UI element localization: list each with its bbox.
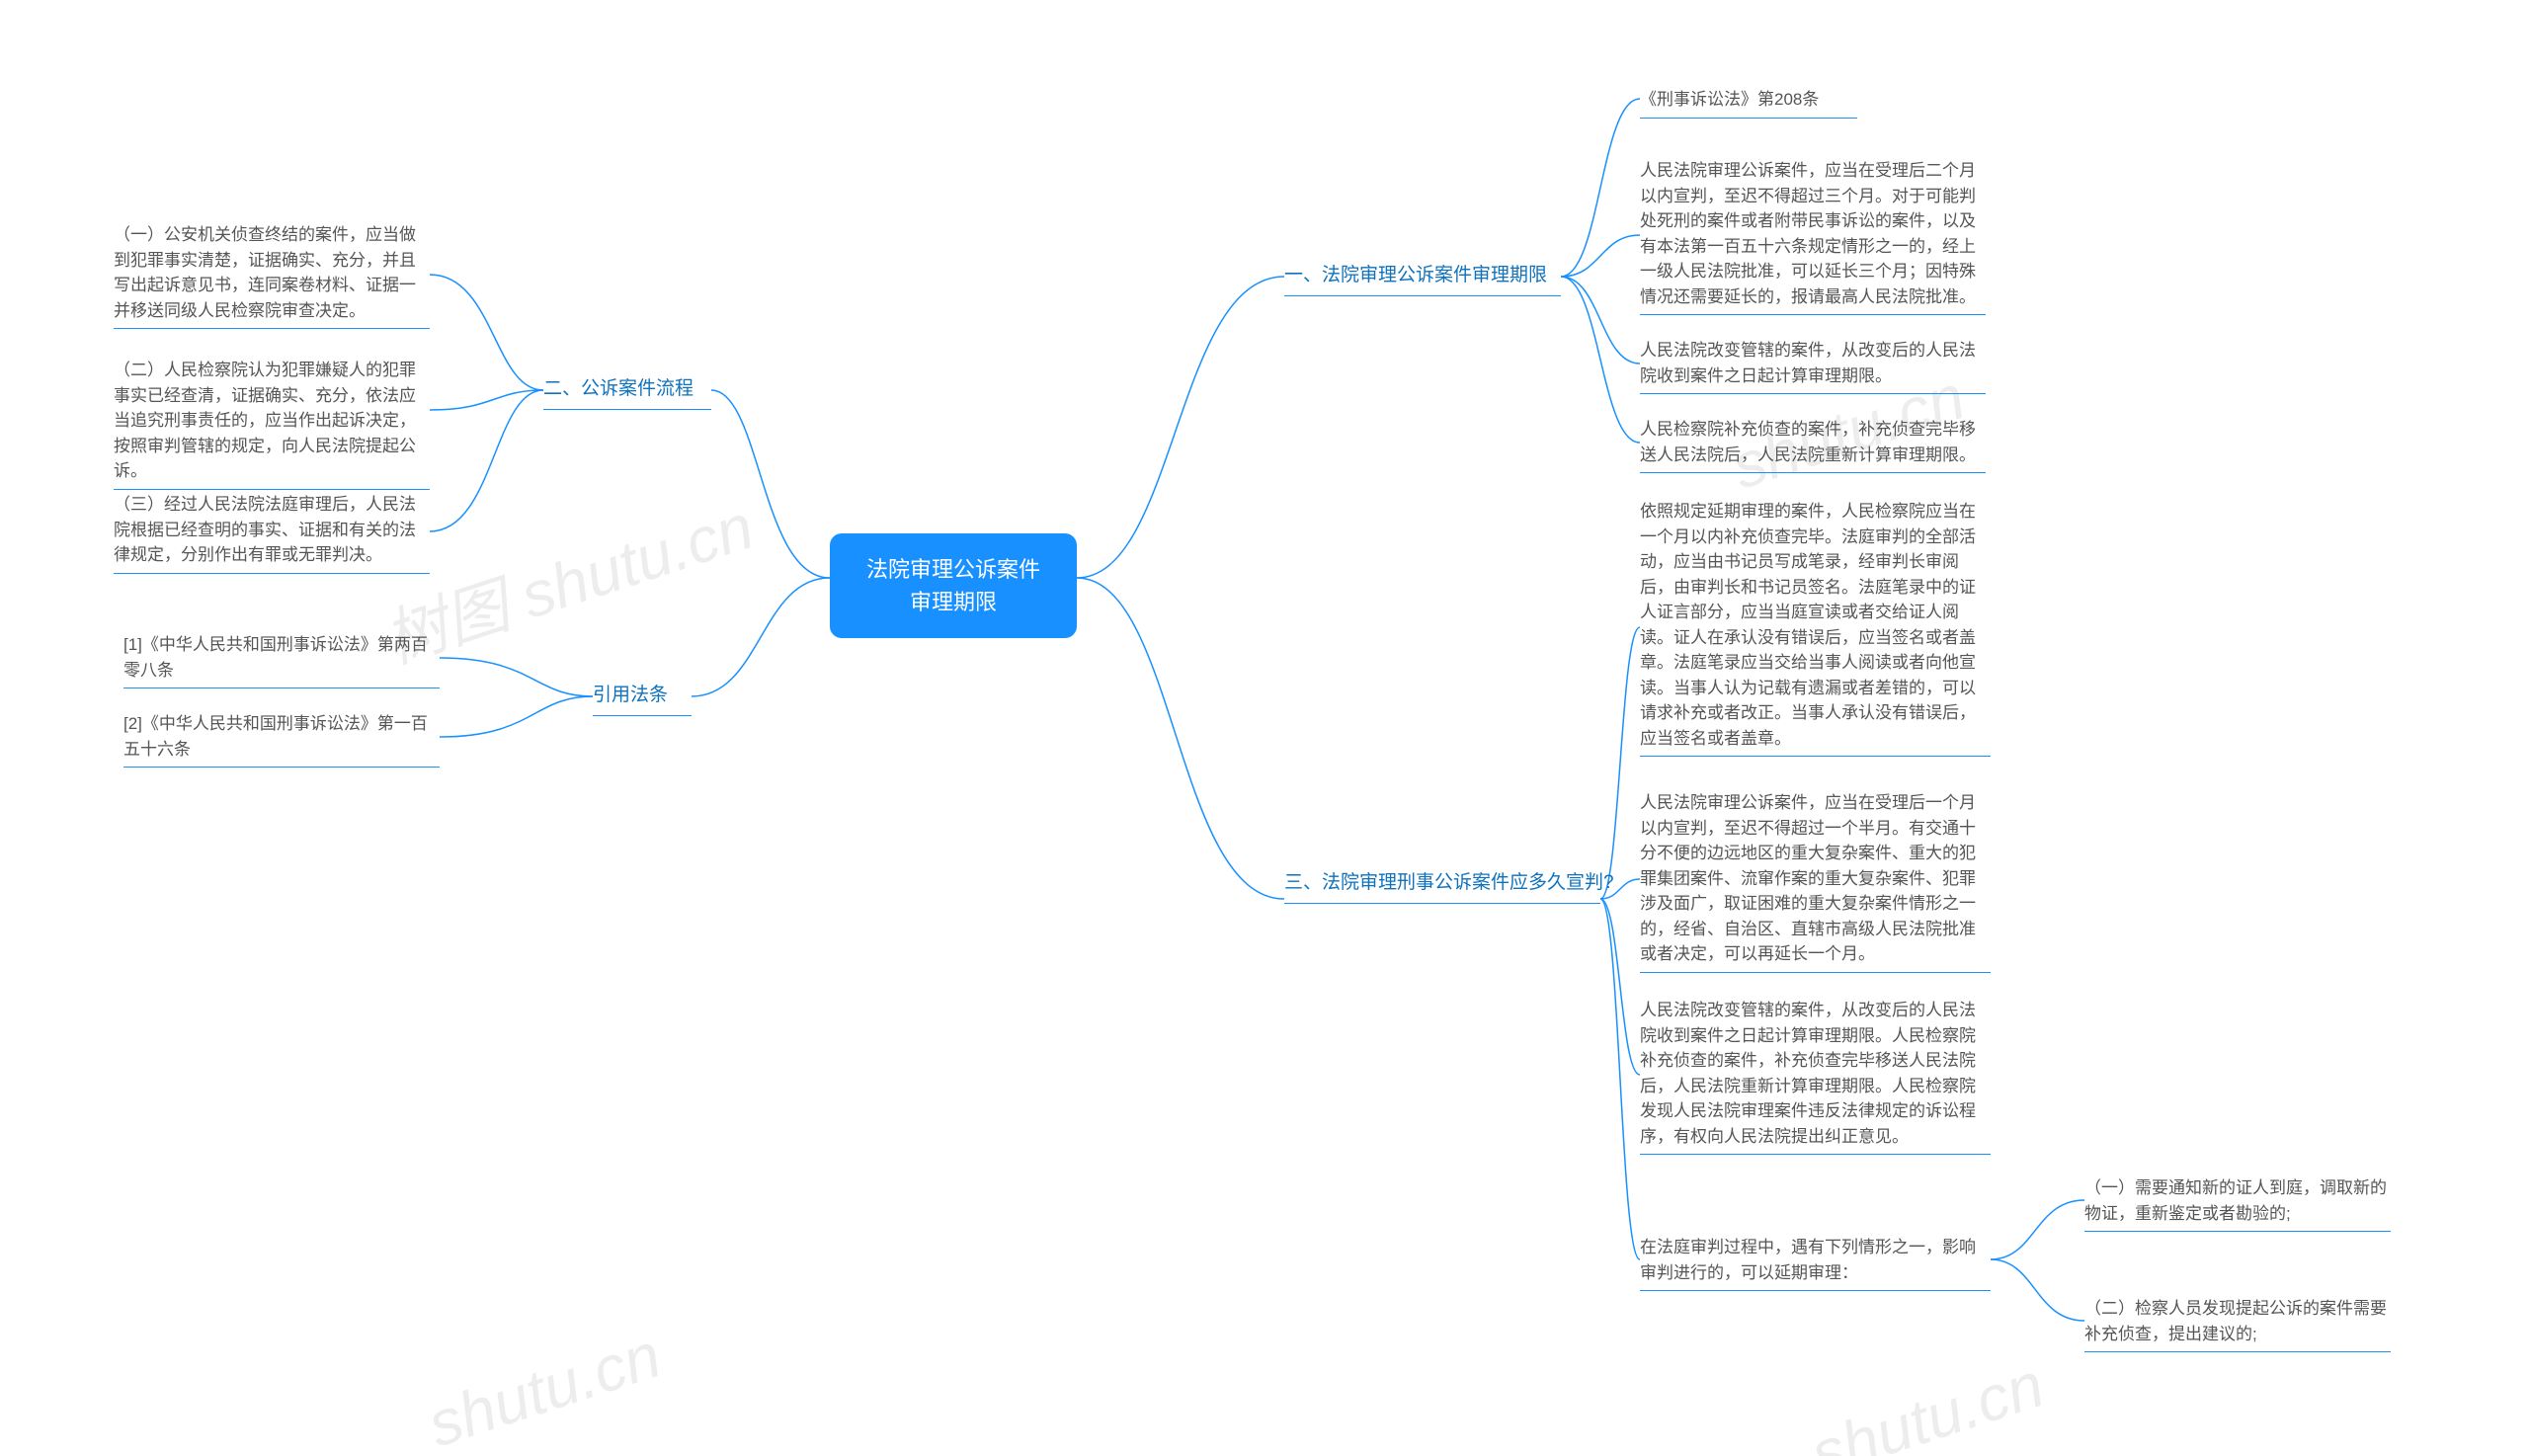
branch-2[interactable]: 二、公诉案件流程 (543, 375, 711, 410)
branch-3[interactable]: 三、法院审理刑事公诉案件应多久宣判? (1284, 869, 1600, 904)
root-node[interactable]: 法院审理公诉案件审理期限 (830, 533, 1077, 638)
branch-1[interactable]: 一、法院审理公诉案件审理期限 (1284, 262, 1561, 296)
leaf-b3-4[interactable]: 在法庭审判过程中，遇有下列情形之一，影响审判进行的，可以延期审理： (1640, 1235, 1991, 1291)
branch-4[interactable]: 引用法条 (593, 682, 692, 716)
leaf-b4-2[interactable]: [2]《中华人民共和国刑事诉讼法》第一百五十六条 (123, 711, 440, 768)
leaf-b1-3[interactable]: 人民法院改变管辖的案件，从改变后的人民法院收到案件之日起计算审理期限。 (1640, 338, 1986, 394)
leaf-b3-3[interactable]: 人民法院改变管辖的案件，从改变后的人民法院收到案件之日起计算审理期限。人民检察院… (1640, 998, 1991, 1155)
leaf-b3-4-1[interactable]: （一）需要通知新的证人到庭，调取新的物证，重新鉴定或者勘验的; (2084, 1175, 2391, 1232)
leaf-b3-1[interactable]: 依照规定延期审理的案件，人民检察院应当在一个月以内补充侦查完毕。法庭审判的全部活… (1640, 499, 1991, 757)
leaf-b3-2[interactable]: 人民法院审理公诉案件，应当在受理后一个月以内宣判，至迟不得超过一个半月。有交通十… (1640, 790, 1991, 973)
leaf-b2-1[interactable]: （一）公安机关侦查终结的案件，应当做到犯罪事实清楚，证据确实、充分，并且写出起诉… (114, 222, 430, 329)
leaf-b1-4[interactable]: 人民检察院补充侦查的案件，补充侦查完毕移送人民法院后，人民法院重新计算审理期限。 (1640, 417, 1986, 473)
leaf-b2-2[interactable]: （二）人民检察院认为犯罪嫌疑人的犯罪事实已经查清，证据确实、充分，依法应当追究刑… (114, 358, 430, 490)
leaf-b4-1[interactable]: [1]《中华人民共和国刑事诉讼法》第两百零八条 (123, 632, 440, 688)
watermark: shutu.cn (1802, 1347, 2052, 1456)
leaf-b3-4-2[interactable]: （二）检察人员发现提起公诉的案件需要补充侦查，提出建议的; (2084, 1296, 2391, 1352)
leaf-b1-1[interactable]: 《刑事诉讼法》第208条 (1640, 87, 1857, 119)
watermark: shutu.cn (419, 1318, 669, 1456)
mindmap-canvas: 树图 shutu.cn shutu.cn shutu.cn shutu.cn 法… (0, 0, 2529, 1456)
leaf-b2-3[interactable]: （三）经过人民法院法庭审理后，人民法院根据已经查明的事实、证据和有关的法律规定，… (114, 492, 430, 574)
leaf-b1-2[interactable]: 人民法院审理公诉案件，应当在受理后二个月以内宣判，至迟不得超过三个月。对于可能判… (1640, 158, 1986, 315)
